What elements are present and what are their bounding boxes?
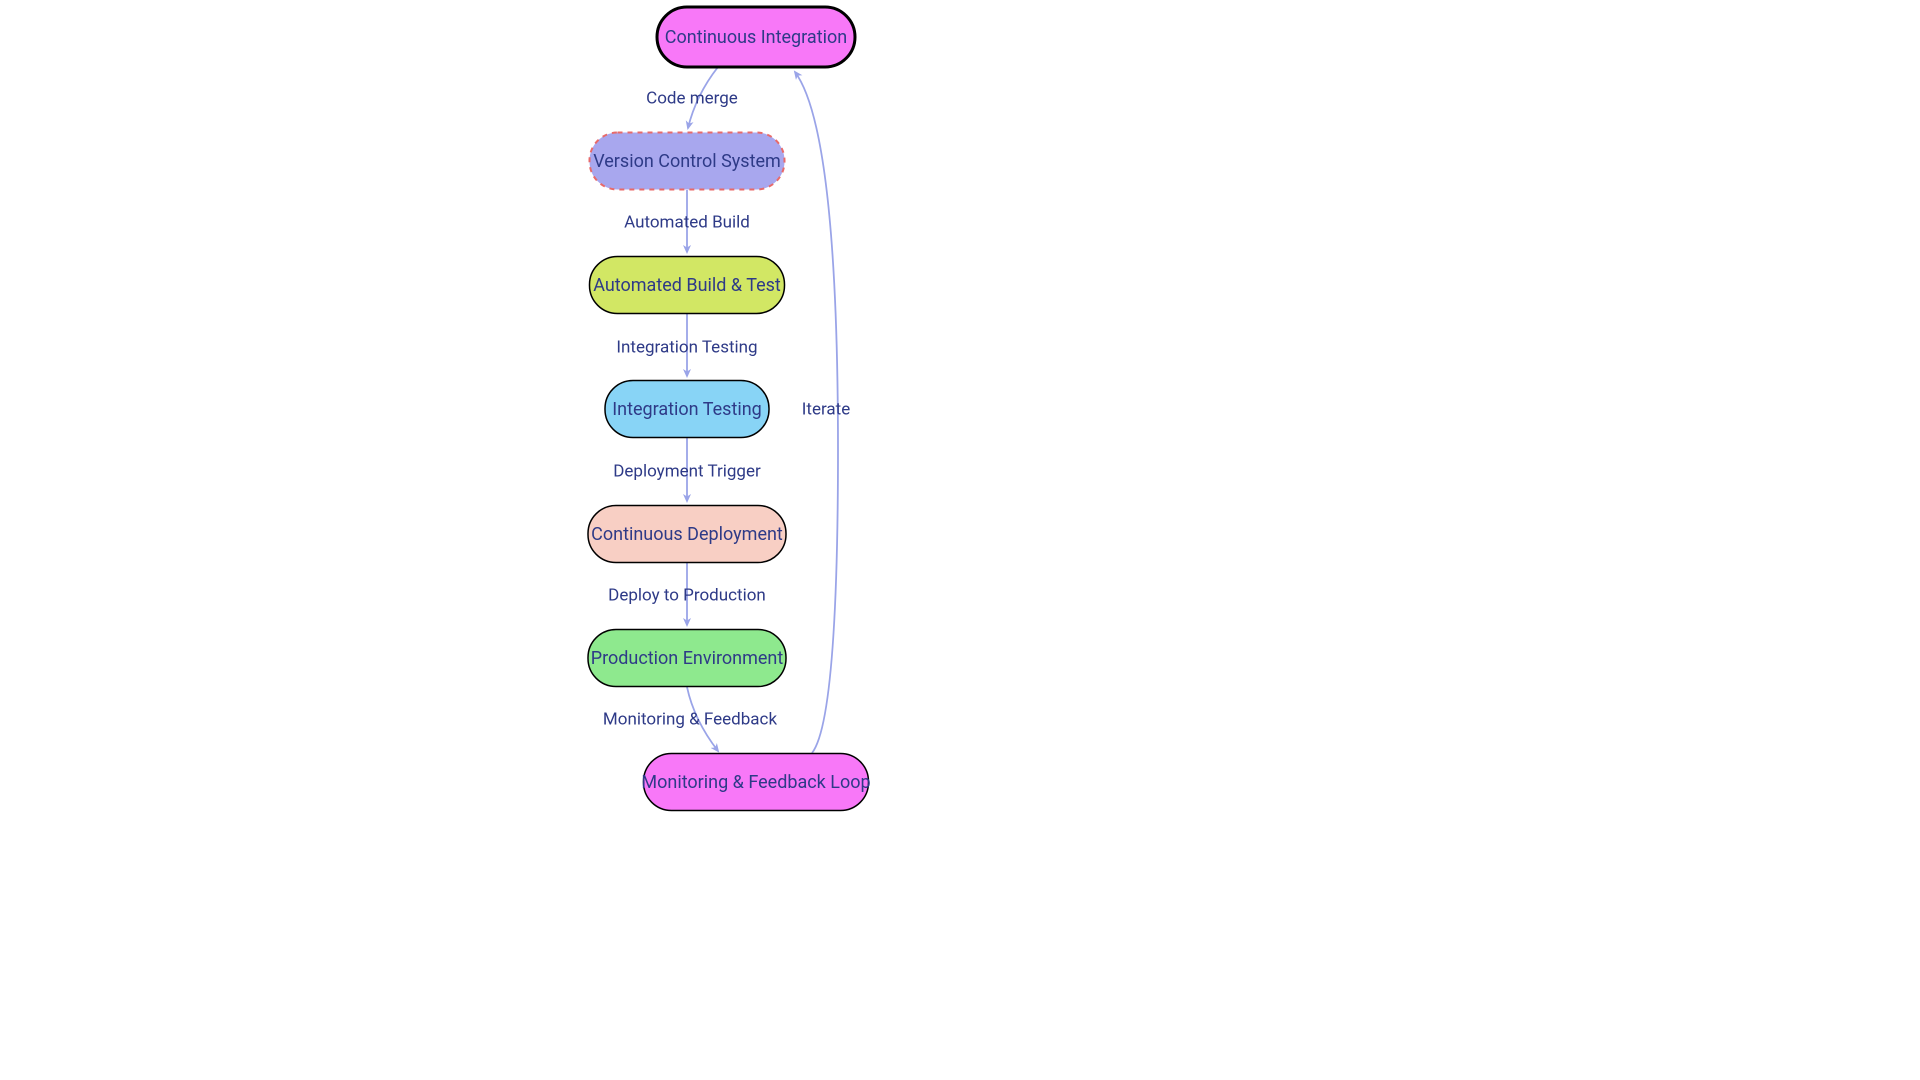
edge-label-vcs-build: Automated Build bbox=[624, 212, 750, 232]
edge-label-prod-monitor: Monitoring & Feedback bbox=[603, 709, 778, 729]
edge-label-build-itest: Integration Testing bbox=[616, 337, 757, 357]
node-label-vcs: Version Control System bbox=[593, 151, 781, 172]
node-cd: Continuous Deployment bbox=[588, 506, 786, 563]
flowchart-canvas: Continuous Integration Version Control Sy… bbox=[0, 0, 1920, 1080]
node-itest: Integration Testing bbox=[605, 381, 769, 438]
node-label-prod: Production Environment bbox=[591, 648, 784, 669]
node-label-monitor: Monitoring & Feedback Loop bbox=[641, 772, 870, 793]
node-label-cd: Continuous Deployment bbox=[591, 524, 783, 545]
node-label-ci: Continuous Integration bbox=[665, 27, 847, 48]
edge-label-ci-vcs: Code merge bbox=[646, 88, 738, 108]
edge-label-itest-cd: Deployment Trigger bbox=[613, 461, 761, 481]
node-label-build: Automated Build & Test bbox=[593, 275, 781, 296]
node-monitor: Monitoring & Feedback Loop bbox=[641, 754, 870, 811]
edge-label-monitor-ci: Iterate bbox=[802, 399, 850, 419]
node-prod: Production Environment bbox=[588, 630, 786, 687]
node-build: Automated Build & Test bbox=[590, 257, 785, 314]
edge-label-cd-prod: Deploy to Production bbox=[608, 585, 766, 605]
node-label-itest: Integration Testing bbox=[612, 399, 762, 420]
node-ci: Continuous Integration bbox=[657, 7, 855, 67]
node-vcs: Version Control System bbox=[590, 133, 785, 190]
